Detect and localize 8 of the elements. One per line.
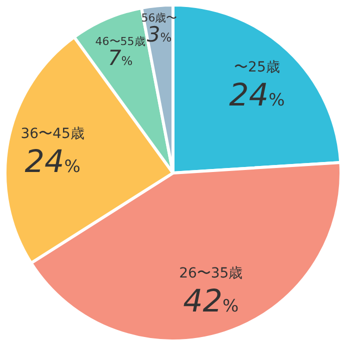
slice-label: 36〜45歳 [20, 126, 84, 142]
data-label: 24% [229, 78, 285, 114]
slice-label: 26〜35歳 [179, 266, 243, 282]
slice-label: 〜25歳 [234, 60, 280, 76]
slice-label: 46〜55歳 [95, 35, 146, 48]
data-label: 42% [183, 284, 239, 320]
data-label: 24% [24, 144, 80, 180]
data-label: 7% [108, 46, 133, 70]
